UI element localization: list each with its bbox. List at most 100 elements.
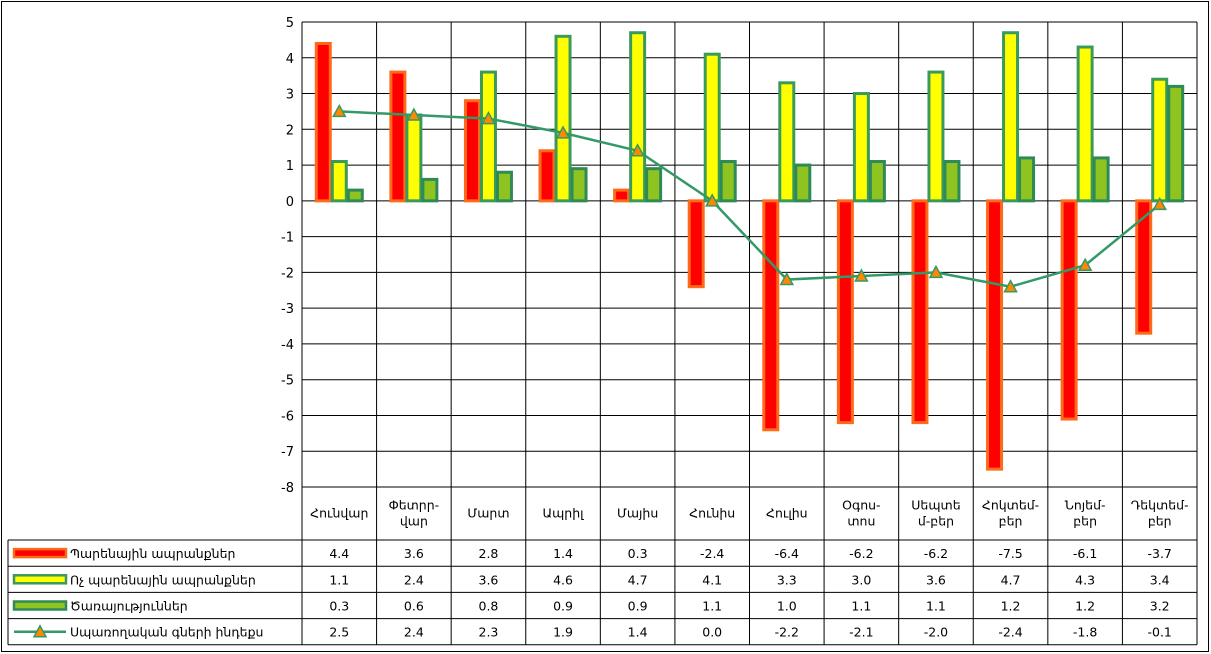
data-label: -2.1 xyxy=(849,625,873,640)
data-label: -0.1 xyxy=(1148,625,1172,640)
category-label: Օգոս- xyxy=(842,498,880,513)
y-tick-label: -7 xyxy=(281,445,294,460)
line-point xyxy=(481,111,496,125)
data-label: -7.5 xyxy=(998,546,1022,561)
bar xyxy=(346,188,364,203)
line-point xyxy=(1003,279,1018,293)
data-label: 1.0 xyxy=(777,599,797,614)
data-label: 2.4 xyxy=(404,625,424,640)
data-label: 3.4 xyxy=(1150,572,1170,587)
bar xyxy=(852,92,870,203)
bar xyxy=(479,70,497,203)
bar xyxy=(1076,45,1094,203)
category-label: Ապրիլ xyxy=(543,506,585,521)
y-tick-label: -6 xyxy=(281,409,294,424)
line-point xyxy=(630,143,645,157)
category-label: Սեպտե xyxy=(911,498,960,513)
bar xyxy=(570,167,588,203)
data-label: 0.6 xyxy=(404,599,424,614)
data-label: -2.4 xyxy=(700,546,724,561)
bar xyxy=(986,199,1004,471)
data-label: 0.0 xyxy=(702,625,722,640)
bar xyxy=(703,52,721,203)
data-label: 4.3 xyxy=(1075,572,1095,587)
data-label: 2.5 xyxy=(329,625,349,640)
bar xyxy=(613,188,631,203)
gridlines xyxy=(301,21,1198,645)
data-label: 4.7 xyxy=(628,572,648,587)
bar xyxy=(687,199,705,289)
bar xyxy=(778,81,796,203)
bar xyxy=(794,163,812,203)
data-label: 4.1 xyxy=(702,572,722,587)
y-tick-label: 5 xyxy=(286,16,294,31)
data-label: -3.7 xyxy=(1148,546,1172,561)
data-label: 0.3 xyxy=(329,599,349,614)
bar xyxy=(538,149,556,203)
data-label: 0.3 xyxy=(628,546,648,561)
y-tick-label: -2 xyxy=(281,266,294,281)
category-label: Նոյեմ- xyxy=(1065,498,1106,513)
data-label: 1.2 xyxy=(1001,599,1021,614)
y-tick-label: 4 xyxy=(286,52,294,67)
data-label: -1.8 xyxy=(1073,625,1097,640)
data-label: -2.4 xyxy=(998,625,1022,640)
data-label: 2.8 xyxy=(479,546,499,561)
bar xyxy=(1151,77,1169,203)
category-label: բեր xyxy=(1148,514,1172,529)
category-label: Փետրր- xyxy=(389,498,440,513)
series-name: Ծառայություններ xyxy=(70,599,188,614)
y-axis-ticks: 5 4 3 2 1 0 -1 -2 -3 -4 -5 -6 -7 -8 xyxy=(281,16,294,496)
category-label: բեր xyxy=(999,514,1023,529)
bar xyxy=(943,160,961,203)
category-label: Հուլիս xyxy=(766,506,808,521)
series-name: Սպառողական գների ինդեքս xyxy=(70,625,263,640)
legend-key-bar xyxy=(12,547,68,559)
data-label: -6.2 xyxy=(924,546,948,561)
category-label: տոս xyxy=(847,514,875,529)
data-label: 1.4 xyxy=(553,546,573,561)
bar xyxy=(389,70,407,203)
data-label: 3.6 xyxy=(404,546,424,561)
bar xyxy=(836,199,854,425)
data-label: 3.2 xyxy=(1150,599,1170,614)
data-label: 3.0 xyxy=(851,572,871,587)
bar xyxy=(1060,199,1078,421)
line-point xyxy=(332,103,347,118)
bar xyxy=(629,31,647,203)
data-label: -2.0 xyxy=(924,625,948,640)
series-name: Ոչ պարենային ապրանքներ xyxy=(70,572,256,587)
legend-key-marker xyxy=(32,624,48,638)
bar xyxy=(330,160,348,203)
bar xyxy=(1135,199,1153,335)
bar xyxy=(911,199,929,425)
bar xyxy=(645,167,663,203)
bars xyxy=(314,31,1185,471)
category-label: Մարտ xyxy=(467,506,509,521)
data-label: 2.3 xyxy=(479,625,499,640)
data-label: -6.2 xyxy=(849,546,873,561)
data-label: 0.9 xyxy=(553,599,573,614)
category-label: բեր xyxy=(1073,514,1097,529)
legend-key-bar xyxy=(12,574,68,585)
category-label: մ-բեր xyxy=(918,514,954,529)
data-label: 0.8 xyxy=(479,599,499,614)
line-point xyxy=(704,193,720,207)
data-label: 3.3 xyxy=(777,572,797,587)
data-label: 1.1 xyxy=(329,572,349,587)
cpi-line-path xyxy=(339,110,1161,288)
line-point xyxy=(555,125,571,139)
line-point xyxy=(779,271,795,286)
bar xyxy=(1092,156,1110,203)
line-point xyxy=(1077,257,1093,271)
line-point xyxy=(406,107,422,121)
legend-key-bar xyxy=(12,600,68,611)
data-table: Հունվար Փետրր-վար Մարտ Ապրիլ Մայիս Հունիս Հուլ… xyxy=(7,498,1197,646)
cpi-line xyxy=(332,103,1167,293)
data-label: 4.4 xyxy=(329,546,349,561)
bar xyxy=(762,199,780,432)
y-tick-label: -1 xyxy=(281,231,294,246)
y-tick-label: 2 xyxy=(286,123,294,138)
